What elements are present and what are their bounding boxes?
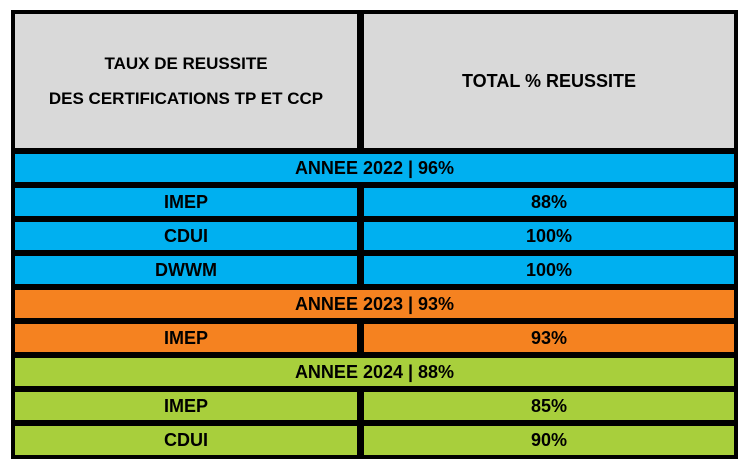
program-rate-cell: 88% xyxy=(364,188,734,216)
program-name-cell: DWWM xyxy=(15,256,357,284)
year-row-2022: ANNEE 2022 | 96% xyxy=(15,154,734,182)
program-rate-cell: 90% xyxy=(364,426,734,455)
program-rate-cell: 85% xyxy=(364,392,734,420)
program-rate-cell: 100% xyxy=(364,256,734,284)
program-name-cell: IMEP xyxy=(15,392,357,420)
program-name-cell: CDUI xyxy=(15,222,357,250)
header-title-line1: TAUX DE REUSSITE xyxy=(104,54,268,73)
header-title-line2: DES CERTIFICATIONS TP ET CCP xyxy=(48,89,324,108)
program-name-cell: IMEP xyxy=(15,188,357,216)
program-name-cell: IMEP xyxy=(15,324,357,352)
year-row-2024: ANNEE 2024 | 88% xyxy=(15,358,734,386)
header-right-cell: TOTAL % REUSSITE xyxy=(364,14,734,148)
header-left-cell: TAUX DE REUSSITE DES CERTIFICATIONS TP E… xyxy=(15,14,357,148)
program-name-cell: CDUI xyxy=(15,426,357,455)
program-rate-cell: 93% xyxy=(364,324,734,352)
success-rate-table: TAUX DE REUSSITE DES CERTIFICATIONS TP E… xyxy=(11,10,738,459)
program-rate-cell: 100% xyxy=(364,222,734,250)
year-row-2023: ANNEE 2023 | 93% xyxy=(15,290,734,318)
